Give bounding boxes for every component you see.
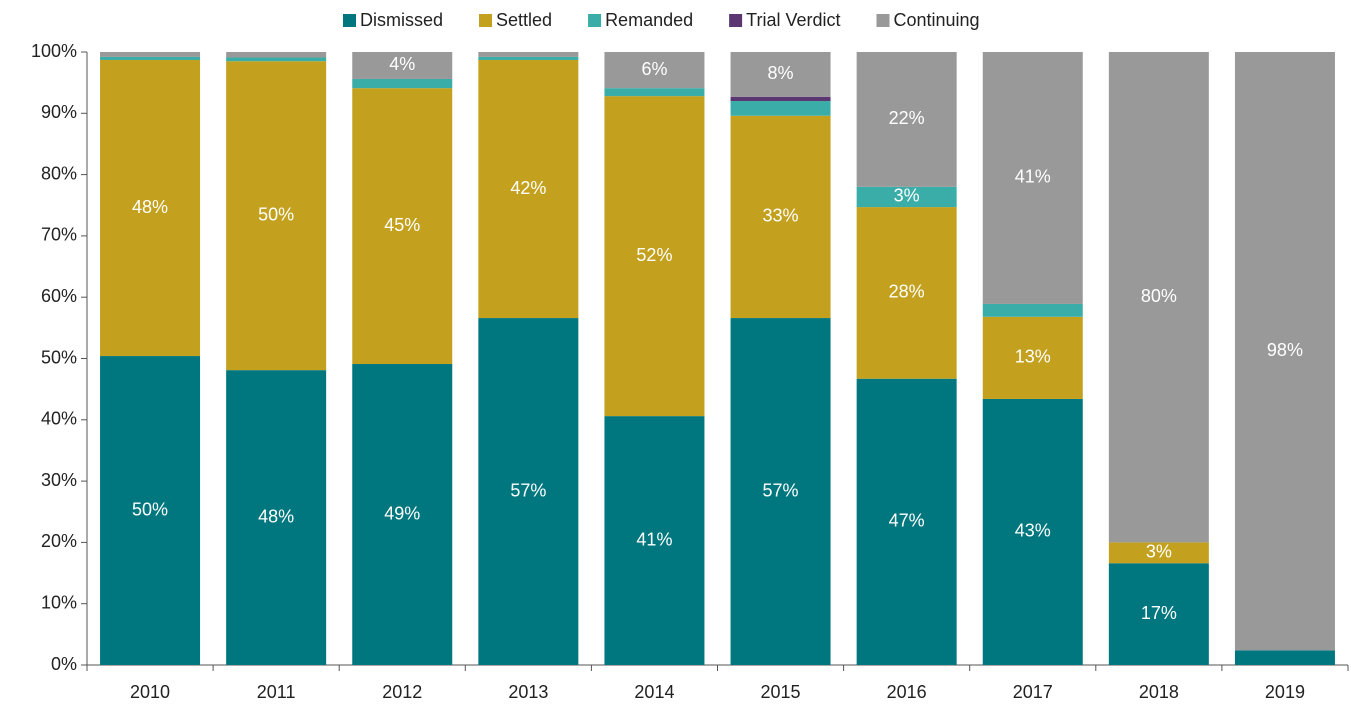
bar-segment: [982, 303, 1083, 317]
y-tick-label: 10%: [41, 592, 77, 612]
bar-segment: [352, 78, 453, 89]
x-tick-label: 2017: [1013, 682, 1053, 702]
bar-segment: [352, 364, 453, 665]
bar-segment: [730, 318, 831, 665]
data-label: 49%: [384, 503, 420, 523]
bar-segment: [730, 115, 831, 319]
legend-label: Continuing: [893, 10, 979, 30]
x-tick-label: 2013: [508, 682, 548, 702]
bar-segment: [604, 96, 705, 417]
data-label: 6%: [641, 59, 667, 79]
bar-segment: [982, 316, 1083, 399]
x-tick-label: 2011: [257, 682, 296, 702]
data-label: 8%: [768, 63, 794, 83]
bar-segment: [226, 52, 327, 58]
bar-segment: [478, 318, 579, 665]
data-label: 57%: [763, 480, 799, 500]
data-label: 50%: [258, 204, 294, 224]
bar-segment: [100, 56, 201, 60]
x-tick-label: 2018: [1139, 682, 1179, 702]
bar-segment: [478, 52, 579, 57]
bar-segment: [1108, 52, 1209, 543]
bar-segment: [352, 88, 453, 365]
x-tick-label: 2019: [1265, 682, 1305, 702]
data-label: 3%: [894, 186, 920, 206]
data-label: 3%: [1146, 542, 1172, 562]
y-tick-label: 90%: [41, 102, 77, 122]
y-tick-label: 30%: [41, 470, 77, 490]
data-label: 50%: [132, 499, 168, 519]
bar-segment: [730, 52, 831, 97]
data-label: 45%: [384, 215, 420, 235]
bar-segment: [100, 52, 201, 57]
x-tick-label: 2015: [761, 682, 801, 702]
x-tick-label: 2010: [130, 682, 170, 702]
data-label: 4%: [389, 54, 415, 74]
bar-segment: [478, 59, 579, 319]
bar-segment: [226, 370, 327, 665]
bar-segment: [856, 186, 957, 208]
y-tick-label: 60%: [41, 286, 77, 306]
legend-label: Settled: [496, 10, 552, 30]
bar-segment: [982, 398, 1083, 665]
legend-swatch: [876, 14, 890, 27]
legend-label: Dismissed: [360, 10, 443, 30]
legend-swatch: [588, 14, 602, 27]
data-label: 98%: [1267, 340, 1303, 360]
data-label: 13%: [1015, 347, 1051, 367]
legend-label: Trial Verdict: [746, 10, 840, 30]
bar-segment: [604, 416, 705, 665]
bar-segment: [1234, 650, 1335, 665]
y-tick-label: 40%: [41, 409, 77, 429]
bar-segment: [352, 52, 453, 79]
data-label: 17%: [1141, 603, 1177, 623]
bar-segment: [1234, 52, 1335, 651]
data-label: 28%: [889, 282, 925, 302]
data-label: 43%: [1015, 521, 1051, 541]
y-tick-label: 50%: [41, 347, 77, 367]
x-tick-label: 2016: [887, 682, 927, 702]
bar-segment: [100, 59, 201, 357]
bar-segment: [226, 61, 327, 371]
bar-segment: [856, 207, 957, 379]
data-label: 57%: [510, 480, 546, 500]
data-label: 41%: [636, 529, 672, 549]
bar-segment: [856, 52, 957, 187]
data-label: 48%: [258, 506, 294, 526]
legend-swatch: [729, 14, 743, 27]
y-tick-label: 80%: [41, 163, 77, 183]
legend-swatch: [479, 14, 493, 27]
bar-segment: [226, 57, 327, 62]
legend-swatch: [343, 14, 356, 27]
bar-segment: [730, 101, 831, 116]
data-label: 33%: [763, 206, 799, 226]
bar-segment: [1108, 563, 1209, 665]
data-label: 41%: [1015, 167, 1051, 187]
x-tick-label: 2012: [382, 682, 422, 702]
y-tick-label: 100%: [31, 41, 77, 61]
x-tick-label: 2014: [634, 682, 674, 702]
data-label: 48%: [132, 197, 168, 217]
data-label: 22%: [889, 108, 925, 128]
y-tick-label: 0%: [51, 654, 77, 674]
bar-segment: [100, 356, 201, 665]
bar-segment: [478, 56, 579, 60]
bar-segment: [604, 88, 705, 97]
data-label: 47%: [889, 511, 925, 531]
bar-segment: [604, 52, 705, 89]
bar-segment: [856, 378, 957, 665]
legend-label: Remanded: [605, 10, 693, 30]
data-label: 42%: [510, 178, 546, 198]
data-label: 52%: [636, 245, 672, 265]
y-tick-label: 20%: [41, 531, 77, 551]
bar-segment: [730, 96, 831, 102]
data-label: 80%: [1141, 286, 1177, 306]
bar-segment: [1108, 542, 1209, 564]
bar-segment: [982, 52, 1083, 304]
y-tick-label: 70%: [41, 225, 77, 245]
